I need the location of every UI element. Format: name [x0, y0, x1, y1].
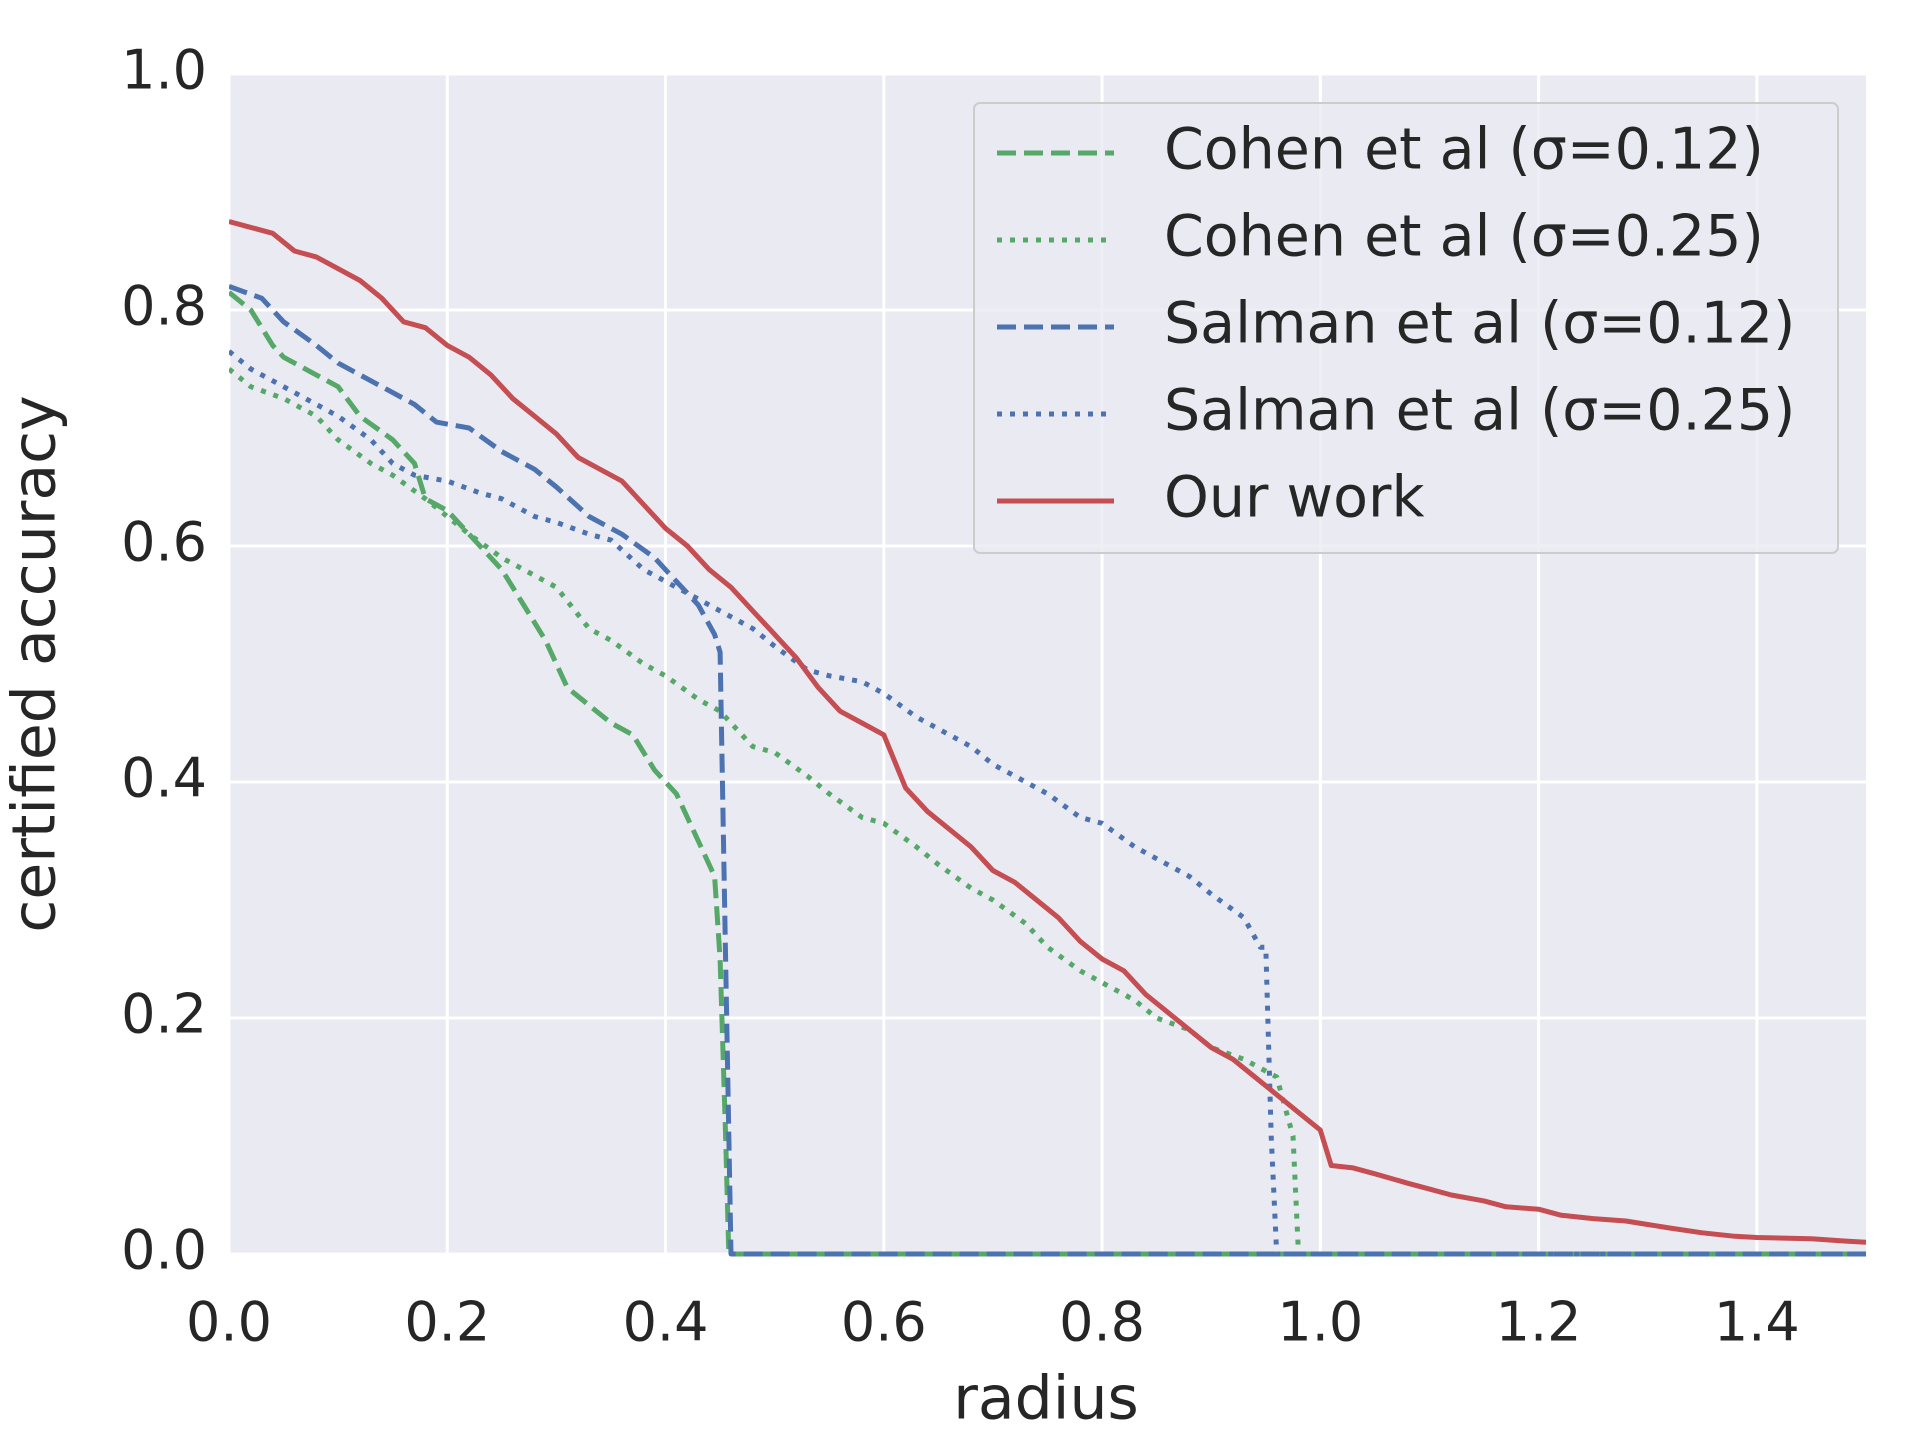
series-line	[229, 219, 1866, 1245]
x-tick-label: 1.4	[1714, 1291, 1800, 1354]
y-tick-label: 0.6	[121, 511, 207, 574]
x-tick-label: 0.2	[404, 1291, 490, 1354]
legend-label: Cohen et al (σ=0.12)	[1164, 117, 1764, 183]
legend-label: Our work	[1164, 465, 1424, 531]
y-tick-label: 1.0	[121, 39, 207, 102]
y-tick-label: 0.8	[121, 275, 207, 338]
x-tick-label: 0.8	[1059, 1291, 1145, 1354]
x-tick-label: 1.0	[1277, 1291, 1363, 1354]
legend-box	[973, 102, 1839, 554]
x-axis-label: radius	[953, 1364, 1138, 1434]
series-line	[229, 290, 1866, 1257]
series-line	[229, 284, 1866, 1257]
x-tick-label: 0.6	[841, 1291, 927, 1354]
series-group	[229, 219, 1866, 1257]
x-tick-label: 1.2	[1496, 1291, 1582, 1354]
y-tick-label: 0.0	[121, 1219, 207, 1282]
x-tick-label: 0.0	[186, 1291, 272, 1354]
legend-label: Salman et al (σ=0.25)	[1164, 378, 1795, 444]
series-line	[229, 349, 1866, 1257]
legend-label: Cohen et al (σ=0.25)	[1164, 204, 1764, 270]
y-axis-label: certified accuracy	[0, 395, 70, 932]
legend-label: Salman et al (σ=0.12)	[1164, 291, 1795, 357]
x-tick-label: 0.4	[623, 1291, 709, 1354]
series-line	[229, 367, 1866, 1257]
y-tick-label: 0.2	[121, 983, 207, 1046]
y-tick-label: 0.4	[121, 747, 207, 810]
